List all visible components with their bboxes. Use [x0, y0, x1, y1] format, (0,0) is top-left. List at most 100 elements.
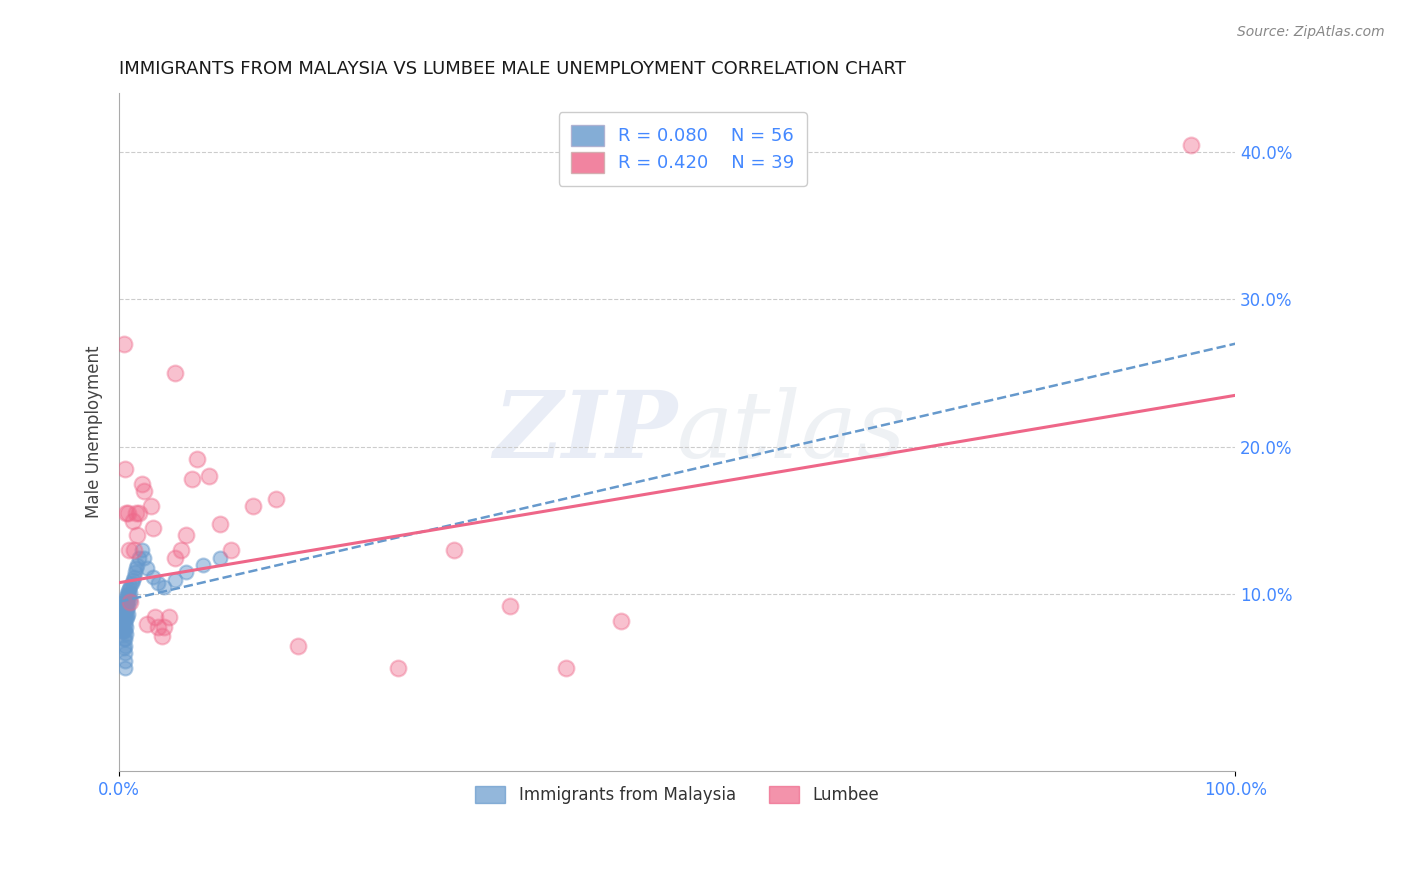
Point [122, 570, 145, 584]
Point [117, 599, 139, 614]
Point [112, 336, 135, 351]
Point [125, 506, 148, 520]
Point [114, 654, 136, 668]
Point [115, 598, 138, 612]
Point [127, 528, 149, 542]
Point [191, 558, 214, 572]
Point [121, 575, 143, 590]
Point [180, 472, 202, 486]
Point [114, 462, 136, 476]
Point [114, 595, 136, 609]
Point [118, 543, 141, 558]
Point [197, 469, 219, 483]
Point [114, 647, 136, 661]
Point [131, 476, 153, 491]
Point [115, 602, 138, 616]
Text: ZIP: ZIP [494, 387, 678, 477]
Point [114, 616, 136, 631]
Point [443, 543, 465, 558]
Point [115, 609, 138, 624]
Point [115, 620, 138, 634]
Point [122, 543, 145, 558]
Point [114, 609, 136, 624]
Point [148, 620, 170, 634]
Point [153, 580, 176, 594]
Point [142, 570, 165, 584]
Point [112, 640, 135, 655]
Y-axis label: Male Unemployment: Male Unemployment [86, 346, 103, 518]
Point [115, 587, 138, 601]
Point [112, 632, 135, 646]
Point [115, 627, 138, 641]
Point [114, 632, 136, 646]
Point [136, 616, 159, 631]
Point [165, 366, 187, 380]
Text: IMMIGRANTS FROM MALAYSIA VS LUMBEE MALE UNEMPLOYMENT CORRELATION CHART: IMMIGRANTS FROM MALAYSIA VS LUMBEE MALE … [120, 60, 905, 78]
Point [387, 661, 409, 675]
Point [110, 624, 132, 639]
Point [118, 589, 141, 603]
Legend: Immigrants from Malaysia, Lumbee: Immigrants from Malaysia, Lumbee [465, 776, 889, 814]
Point [139, 499, 162, 513]
Point [153, 620, 176, 634]
Point [169, 543, 191, 558]
Point [174, 566, 197, 580]
Point [112, 623, 135, 637]
Point [132, 550, 155, 565]
Point [120, 578, 142, 592]
Point [115, 595, 138, 609]
Point [1180, 137, 1202, 152]
Point [111, 609, 134, 624]
Point [117, 607, 139, 621]
Point [165, 573, 187, 587]
Point [128, 506, 150, 520]
Point [114, 602, 136, 616]
Point [142, 521, 165, 535]
Point [114, 661, 136, 675]
Point [124, 566, 146, 580]
Point [111, 595, 134, 609]
Point [131, 543, 153, 558]
Point [554, 661, 576, 675]
Text: Source: ZipAtlas.com: Source: ZipAtlas.com [1237, 25, 1385, 39]
Point [121, 514, 143, 528]
Point [610, 614, 633, 628]
Point [121, 573, 143, 587]
Point [110, 609, 132, 624]
Point [186, 451, 208, 466]
Point [117, 591, 139, 606]
Point [219, 543, 242, 558]
Point [143, 609, 166, 624]
Point [115, 612, 138, 626]
Point [117, 506, 139, 520]
Point [115, 591, 138, 605]
Point [208, 516, 231, 531]
Point [114, 639, 136, 653]
Point [150, 629, 173, 643]
Point [112, 614, 135, 628]
Point [174, 528, 197, 542]
Point [117, 584, 139, 599]
Point [127, 558, 149, 572]
Point [132, 484, 155, 499]
Point [114, 624, 136, 639]
Point [128, 550, 150, 565]
Point [165, 550, 187, 565]
Point [208, 550, 231, 565]
Point [264, 491, 287, 506]
Point [112, 605, 135, 619]
Point [148, 575, 170, 590]
Point [242, 499, 264, 513]
Point [115, 506, 138, 520]
Point [499, 599, 522, 614]
Point [287, 639, 309, 653]
Point [120, 595, 142, 609]
Point [120, 593, 142, 607]
Point [118, 582, 141, 596]
Point [115, 605, 138, 619]
Point [120, 586, 142, 600]
Point [159, 609, 181, 624]
Point [125, 561, 148, 575]
Text: atlas: atlas [678, 387, 907, 477]
Point [111, 624, 134, 639]
